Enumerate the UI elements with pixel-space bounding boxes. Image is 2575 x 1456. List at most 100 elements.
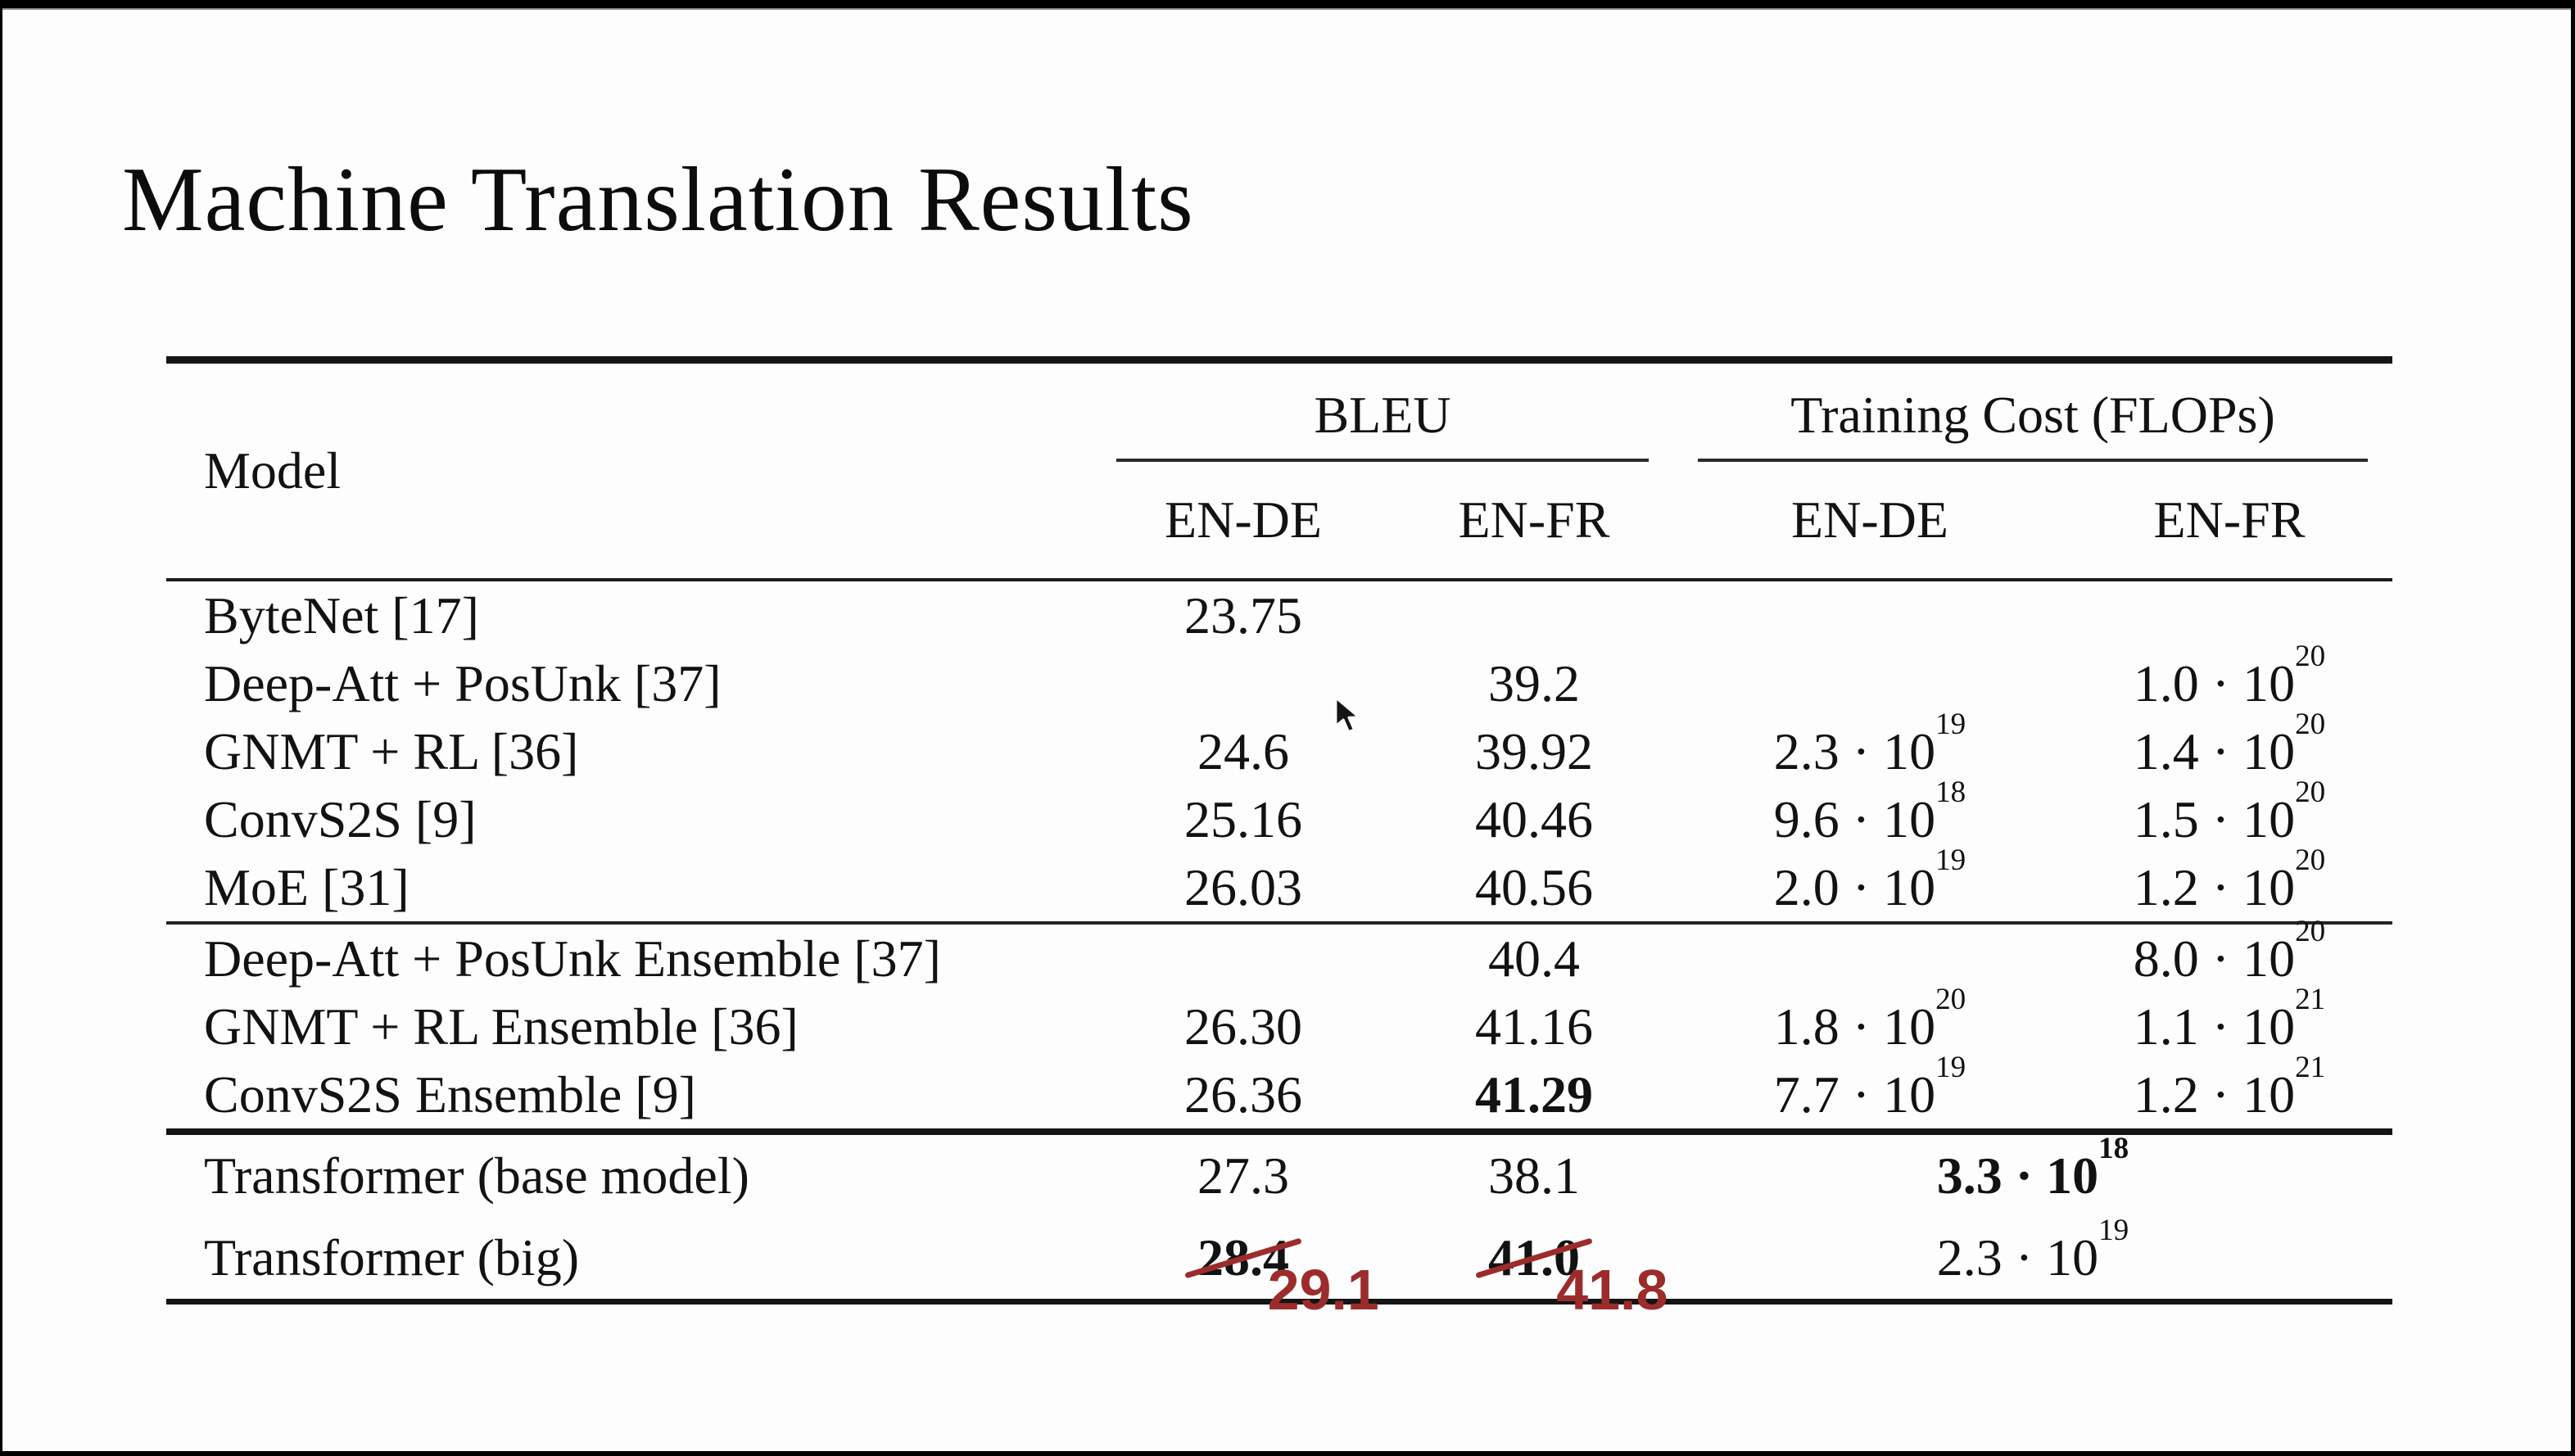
value-cell	[1092, 921, 1395, 993]
value-cell: 1.2 · 1021	[2066, 1050, 2392, 1132]
value-cell: 40.56	[1395, 853, 1673, 923]
model-name-cell: ConvS2S [9]	[204, 789, 477, 848]
handwritten-correction: 41.8	[1556, 1258, 1668, 1322]
value: 41.16	[1475, 997, 1593, 1056]
table-row: Transformer (big) 28.4 29.1 41.0 41.8 2.3 · 1…	[166, 1214, 2392, 1318]
results-table: Model BLEU Training Cost (FLOPs) EN-DE E…	[166, 356, 2392, 1318]
model-name-cell: MoE [31]	[204, 857, 410, 916]
value: 26.30	[1184, 997, 1302, 1056]
table-row: Transformer (base model) 27.3 38.1 3.3 · 10…	[166, 1128, 2392, 1217]
struck-value: 28.4	[1197, 1228, 1289, 1286]
value-cell	[1395, 580, 1673, 649]
value: 39.92	[1475, 721, 1593, 780]
value-cell: 3.3 · 1018	[1673, 1128, 2392, 1217]
value-cell: 2.0 · 1019	[1673, 843, 2066, 923]
value: 1.8 · 1020	[1773, 982, 1966, 1056]
value: 40.46	[1475, 789, 1593, 848]
value: 1.4 · 1020	[2133, 707, 2326, 780]
value-cell: 8.0 · 1020	[2066, 914, 2392, 993]
training-cost-group-header: Training Cost (FLOPs)	[1673, 356, 2392, 462]
cost-en-de-header: EN-DE	[1673, 462, 2066, 581]
value-cell: 40.46	[1395, 785, 1673, 853]
value-cell: 41.16	[1395, 993, 1673, 1060]
value: 40.4	[1488, 929, 1580, 988]
table-row: Deep-Att + PosUnk Ensemble [37] 40.4 8.0 ·…	[166, 914, 2392, 993]
table-row: GNMT + RL [36] 24.6 39.92 2.3 · 1019 1.4 · 1…	[166, 707, 2392, 785]
table-body: ByteNet [17] 23.75 Deep-Att + PosUnk [37] 3…	[166, 580, 2392, 1318]
value-cell	[1673, 921, 2066, 993]
model-name-cell: ByteNet [17]	[204, 586, 479, 644]
table-row: MoE [31] 26.03 40.56 2.0 · 1019 1.2 · 1020	[166, 843, 2392, 923]
value-cell: 1.5 · 1020	[2066, 775, 2392, 853]
value-cell: 7.7 · 1019	[1673, 1050, 2066, 1132]
value-cell	[1673, 580, 2066, 649]
table-row: ConvS2S [9] 25.16 40.46 9.6 · 1018 1.5 · 102…	[166, 775, 2392, 853]
model-column-header: Model	[166, 356, 1092, 581]
value: 26.03	[1184, 857, 1302, 916]
model-name-cell: Deep-Att + PosUnk Ensemble [37]	[166, 921, 1092, 993]
model-name-cell: Transformer (base model)	[166, 1128, 1092, 1217]
value-cell: 1.2 · 1020	[2066, 843, 2392, 923]
model-name-cell: ConvS2S Ensemble [9]	[204, 1065, 696, 1124]
value: 7.7 · 1019	[1773, 1050, 1966, 1124]
value-cell: 38.1	[1395, 1128, 1673, 1217]
model-name-cell: GNMT + RL [36]	[204, 721, 579, 780]
bleu-en-fr-header: EN-FR	[1395, 462, 1673, 581]
value-cell	[2066, 580, 2392, 649]
value: 1.2 · 1020	[2133, 843, 2326, 916]
value: 26.36	[1184, 1065, 1302, 1124]
struck-value: 41.0	[1488, 1228, 1580, 1286]
value-cell	[1673, 649, 2066, 717]
model-name-cell: Deep-Att + PosUnk [37]	[204, 653, 722, 712]
value-cell: 26.30	[1092, 993, 1395, 1060]
value-cell: 2.3 · 1019	[1673, 708, 2066, 785]
value: 9.6 · 1018	[1773, 775, 1966, 848]
value: 2.0 · 1019	[1773, 843, 1966, 916]
value-cell: 26.03	[1092, 853, 1395, 923]
table-group-header-row: Model BLEU Training Cost (FLOPs)	[166, 356, 2392, 581]
bleu-group-header: BLEU	[1092, 356, 1673, 462]
value-cell: 41.0 41.8	[1395, 1217, 1673, 1318]
model-name-cell: Transformer (big)	[166, 1217, 1092, 1305]
value: 38.1	[1488, 1146, 1580, 1205]
value-cell: 39.92	[1395, 717, 1673, 785]
model-name-cell: GNMT + RL Ensemble [36]	[204, 997, 799, 1056]
cost-en-fr-header: EN-FR	[2066, 462, 2392, 581]
value: 2.3 · 1019	[1936, 1214, 2129, 1286]
value: 23.75	[1184, 586, 1302, 644]
value: 41.29	[1475, 1065, 1593, 1124]
value-cell: 27.3	[1092, 1128, 1395, 1217]
mouse-cursor-icon	[1334, 696, 1360, 733]
bleu-en-de-header: EN-DE	[1092, 462, 1395, 581]
value-cell: 41.29	[1395, 1060, 1673, 1132]
table-row: GNMT + RL Ensemble [36] 26.30 41.16 1.8 · 1…	[166, 982, 2392, 1060]
value: 40.56	[1475, 857, 1593, 916]
value: 25.16	[1184, 789, 1302, 848]
value-cell: 1.4 · 1020	[2066, 707, 2392, 785]
table-row: ConvS2S Ensemble [9] 26.36 41.29 7.7 · 1019…	[166, 1050, 2392, 1132]
value-cell: 26.36	[1092, 1060, 1395, 1132]
value-cell: 1.1 · 1021	[2066, 982, 2392, 1060]
bleu-group-label: BLEU	[1116, 364, 1649, 462]
value: 1.1 · 1021	[2133, 982, 2326, 1056]
table-subheader-row: EN-DE EN-FR EN-DE EN-FR	[166, 462, 2392, 581]
value-cell: 1.8 · 1020	[1673, 982, 2066, 1060]
slide: Machine Translation Results Model BLEU T…	[2, 8, 2571, 1451]
value-cell: 23.75	[1092, 580, 1395, 649]
training-cost-group-label: Training Cost (FLOPs)	[1698, 364, 2368, 462]
value: 39.2	[1488, 653, 1580, 712]
value-cell: 40.4	[1395, 921, 1673, 993]
value: 3.3 · 1018	[1936, 1132, 2129, 1205]
value: 8.0 · 1020	[2133, 914, 2326, 988]
value: 1.5 · 1020	[2133, 775, 2326, 848]
value-cell: 9.6 · 1018	[1673, 775, 2066, 853]
handwritten-correction: 29.1	[1267, 1258, 1379, 1322]
slide-title: Machine Translation Results	[122, 149, 1194, 251]
value-cell: 25.16	[1092, 785, 1395, 853]
value: 27.3	[1197, 1146, 1289, 1205]
value: 24.6	[1197, 721, 1289, 780]
value-cell: 28.4 29.1	[1092, 1217, 1395, 1318]
value: 1.2 · 1021	[2133, 1050, 2326, 1124]
table-row: Deep-Att + PosUnk [37] 39.2 1.0 · 1020	[166, 640, 2392, 717]
